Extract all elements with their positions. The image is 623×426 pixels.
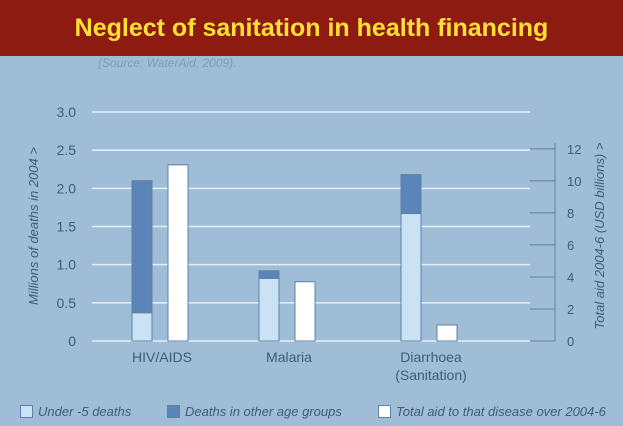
- y-tick-label: 0: [68, 333, 76, 349]
- y2-axis-label: Total aid 2004-6 (USD billions) >: [592, 142, 607, 329]
- y-tick-label: 3.0: [57, 104, 77, 120]
- bar-under5: [258, 277, 280, 342]
- x-tick-label: HIV/AIDS: [132, 349, 192, 365]
- x-tick-label: Diarrhoea: [400, 349, 462, 365]
- y2-tick-label: 0: [567, 334, 574, 349]
- y-tick-label: 2.5: [57, 142, 77, 158]
- x-tick-label: Malaria: [266, 349, 312, 365]
- bar-other-ages: [258, 270, 280, 279]
- y-tick-label: 0.5: [57, 295, 77, 311]
- bar-under5: [131, 312, 153, 342]
- y2-tick-label: 12: [567, 142, 581, 157]
- legend-label-aid: Total aid to that disease over 2004-6: [396, 404, 606, 419]
- legend-label-other-ages: Deaths in other age groups: [185, 404, 342, 419]
- y-axis-label: Millions of deaths in 2004 >: [26, 147, 41, 305]
- legend-item-other-ages: Deaths in other age groups: [167, 404, 342, 419]
- legend: Under -5 deaths Deaths in other age grou…: [20, 404, 620, 424]
- y2-tick-label: 6: [567, 238, 574, 253]
- bar-under5: [400, 213, 422, 342]
- y2-tick-label: 10: [567, 174, 581, 189]
- y2-tick-label: 4: [567, 270, 574, 285]
- slide-title: Neglect of sanitation in health financin…: [74, 13, 549, 42]
- y-tick-label: 1.5: [57, 219, 77, 235]
- legend-label-under5: Under -5 deaths: [38, 404, 132, 419]
- bar-other-ages: [400, 174, 422, 215]
- legend-swatch-other-ages: [167, 405, 180, 418]
- y-tick-label: 2.0: [57, 180, 77, 196]
- bar-aid: [167, 164, 189, 342]
- bar-other-ages: [131, 180, 153, 314]
- title-bar: Neglect of sanitation in health financin…: [0, 0, 623, 56]
- y2-tick-label: 2: [567, 302, 574, 317]
- legend-swatch-under5: [20, 405, 33, 418]
- y2-tick-label: 8: [567, 206, 574, 221]
- source-caption: (Source: WaterAid, 2009).: [98, 56, 237, 70]
- legend-item-under5: Under -5 deaths: [20, 404, 131, 419]
- legend-swatch-aid: [378, 405, 391, 418]
- bar-aid: [294, 281, 316, 342]
- x-tick-label: (Sanitation): [395, 367, 467, 383]
- bar-aid: [436, 324, 458, 342]
- legend-item-aid: Total aid to that disease over 2004-6: [378, 404, 606, 419]
- y-tick-label: 1.0: [57, 257, 77, 273]
